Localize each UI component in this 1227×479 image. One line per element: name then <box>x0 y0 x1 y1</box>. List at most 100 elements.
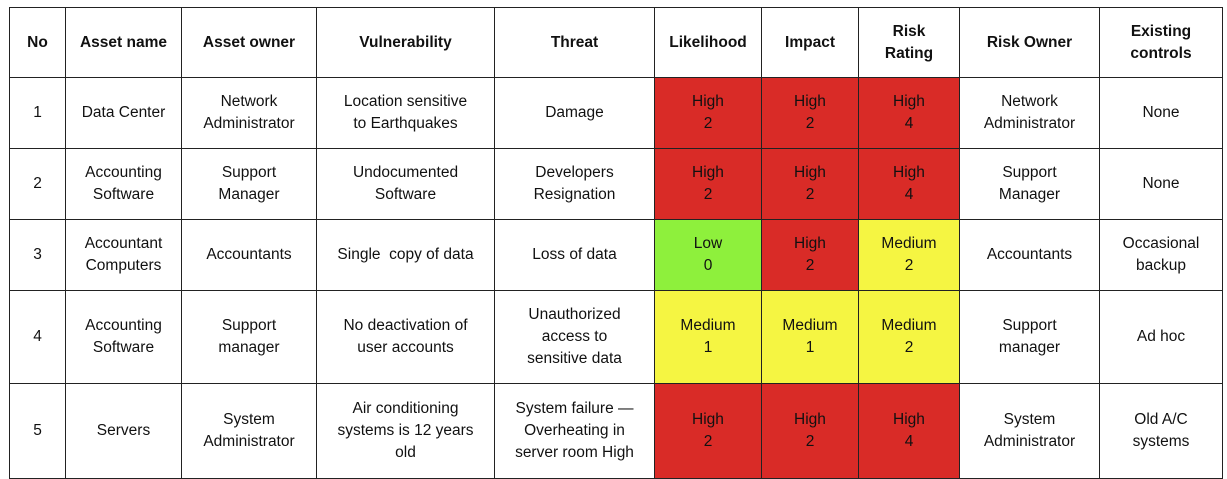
cell-text: Software <box>92 186 155 203</box>
cell-text: Administrator <box>983 433 1076 450</box>
level-text: High <box>692 411 724 428</box>
header-risk-rating: Risk Rating <box>858 7 960 78</box>
cell-text: Unauthorized <box>528 306 621 323</box>
cell-likelihood: Low 0 <box>654 219 762 291</box>
cell-risk-rating: High 4 <box>858 148 960 220</box>
header-existing-controls: Existing controls <box>1099 7 1223 78</box>
cell-likelihood: Medium 1 <box>654 290 762 384</box>
cell-text: None <box>1142 104 1180 121</box>
cell-text: Administrator <box>203 433 295 450</box>
score-text: 4 <box>904 186 914 203</box>
level-text: High <box>794 93 826 110</box>
cell-risk-owner: Support manager <box>959 290 1100 384</box>
level-text: Low <box>693 235 723 252</box>
cell-asset-name: Servers <box>65 383 182 479</box>
level-text: High <box>794 411 826 428</box>
cell-existing-controls: None <box>1099 77 1223 149</box>
cell-text: Accountants <box>206 246 292 263</box>
cell-text: manager <box>218 339 280 356</box>
cell-vulnerability: Location sensitive to Earthquakes <box>316 77 495 149</box>
risk-assessment-table: No Asset name Asset owner Vulnerability … <box>9 7 1223 479</box>
cell-asset-owner: Accountants <box>181 219 317 291</box>
header-text: Impact <box>785 33 835 51</box>
cell-text: Software <box>374 186 437 203</box>
cell-asset-name: Accounting Software <box>65 148 182 220</box>
cell-asset-name: Accountant Computers <box>65 219 182 291</box>
cell-text: System <box>223 411 275 428</box>
cell-text: Administrator <box>203 115 295 132</box>
level-text: High <box>794 164 826 181</box>
cell-threat: System failure — Overheating in server roo… <box>494 383 655 479</box>
cell-text: access to <box>541 328 608 345</box>
cell-likelihood: High 2 <box>654 148 762 220</box>
score-text: 2 <box>904 339 914 356</box>
level-text: High <box>794 235 826 252</box>
cell-text: Manager <box>218 186 280 203</box>
cell-asset-owner: Network Administrator <box>181 77 317 149</box>
cell-text: Network <box>1001 93 1058 110</box>
cell-vulnerability: No deactivation of user accounts <box>316 290 495 384</box>
cell-impact: High 2 <box>761 219 859 291</box>
score-text: 4 <box>904 433 914 450</box>
cell-risk-owner: Network Administrator <box>959 77 1100 149</box>
score-text: 2 <box>703 433 713 450</box>
header-text: controls <box>1130 44 1192 62</box>
cell-risk-owner: Support Manager <box>959 148 1100 220</box>
cell-text: Manager <box>998 186 1061 203</box>
cell-risk-rating: High 4 <box>858 77 960 149</box>
cell-no: 3 <box>9 219 66 291</box>
cell-text: systems is 12 years <box>337 422 474 439</box>
table-row: 1 Data Center Network Administrator Locat… <box>9 77 1223 149</box>
header-threat: Threat <box>494 7 655 78</box>
header-text: Asset owner <box>202 33 296 51</box>
header-text: Vulnerability <box>359 33 452 51</box>
score-text: 2 <box>703 115 713 132</box>
cell-text: manager <box>998 339 1061 356</box>
cell-text: Accounting <box>85 164 162 181</box>
cell-vulnerability: Undocumented Software <box>316 148 495 220</box>
score-text: 0 <box>703 257 713 274</box>
score-text: 2 <box>805 186 815 203</box>
cell-text: Old A/C <box>1134 411 1188 428</box>
cell-text: sensitive data <box>527 350 622 367</box>
cell-risk-rating: Medium 2 <box>858 219 960 291</box>
cell-impact: High 2 <box>761 383 859 479</box>
cell-likelihood: High 2 <box>654 77 762 149</box>
table-row: 3 Accountant Computers Accountants Single… <box>9 219 1223 291</box>
cell-text: Ad hoc <box>1136 328 1186 345</box>
cell-text: None <box>1142 175 1180 192</box>
cell-no: 5 <box>9 383 66 479</box>
level-text: Medium <box>782 317 838 334</box>
cell-text: Occasional <box>1122 235 1200 252</box>
cell-text: Air conditioning <box>352 400 459 417</box>
cell-text: systems <box>1132 433 1190 450</box>
level-text: High <box>893 93 925 110</box>
score-text: 2 <box>904 257 914 274</box>
cell-text: Network <box>220 93 278 110</box>
cell-text: Computers <box>85 257 162 274</box>
level-text: High <box>893 411 925 428</box>
header-text: No <box>27 33 48 51</box>
cell-text: System <box>1003 411 1056 428</box>
cell-threat: Unauthorized access to sensitive data <box>494 290 655 384</box>
header-row: No Asset name Asset owner Vulnerability … <box>9 7 1223 78</box>
cell-text: Accountants <box>986 246 1073 263</box>
cell-text: Overheating in <box>524 422 625 439</box>
header-text: Threat <box>550 33 599 51</box>
cell-risk-owner: System Administrator <box>959 383 1100 479</box>
cell-text: Servers <box>96 422 151 439</box>
cell-text: Undocumented <box>352 164 459 181</box>
header-likelihood: Likelihood <box>654 7 762 78</box>
cell-existing-controls: Occasional backup <box>1099 219 1223 291</box>
cell-vulnerability: Single copy of data <box>316 219 495 291</box>
header-asset-owner: Asset owner <box>181 7 317 78</box>
table-row: 2 Accounting Software Support Manager Undo… <box>9 148 1223 220</box>
score-text: 1 <box>703 339 713 356</box>
header-text: Existing <box>1130 22 1192 40</box>
cell-asset-owner: System Administrator <box>181 383 317 479</box>
header-text: Risk Owner <box>986 33 1073 51</box>
cell-no: 4 <box>9 290 66 384</box>
level-text: Medium <box>881 235 937 252</box>
cell-asset-owner: Support manager <box>181 290 317 384</box>
cell-text: Accounting <box>85 317 162 334</box>
